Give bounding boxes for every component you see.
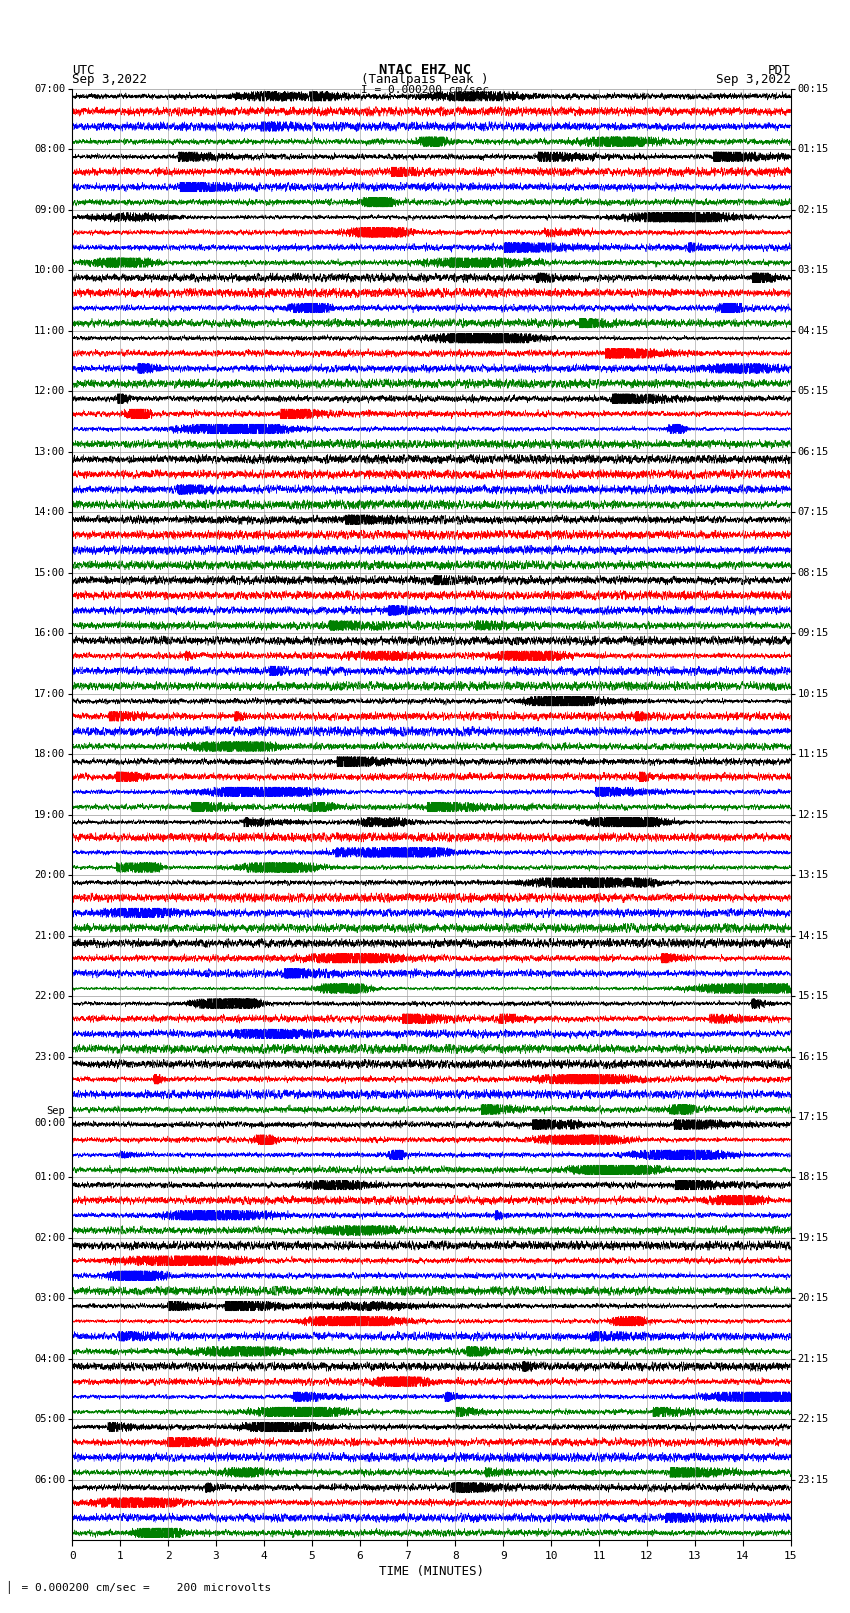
Text: Sep 3,2022: Sep 3,2022 <box>72 73 147 85</box>
Text: I = 0.000200 cm/sec: I = 0.000200 cm/sec <box>361 85 489 95</box>
Text: PDT: PDT <box>768 63 790 77</box>
Text: UTC: UTC <box>72 63 94 77</box>
X-axis label: TIME (MINUTES): TIME (MINUTES) <box>379 1565 484 1578</box>
Text: NTAC EHZ NC: NTAC EHZ NC <box>379 63 471 77</box>
Text: (Tanalpais Peak ): (Tanalpais Peak ) <box>361 73 489 85</box>
Text: ▏ = 0.000200 cm/sec =    200 microvolts: ▏ = 0.000200 cm/sec = 200 microvolts <box>8 1581 272 1594</box>
Text: Sep 3,2022: Sep 3,2022 <box>716 73 790 85</box>
